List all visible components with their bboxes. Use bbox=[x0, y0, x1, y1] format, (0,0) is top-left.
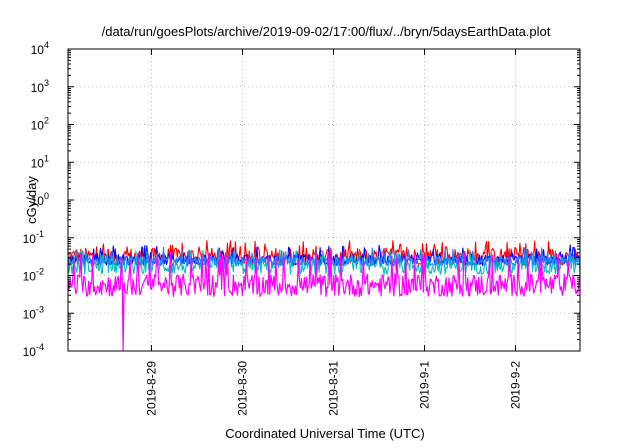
x-axis: 2019-8-29 2019-8-30 2019-8-31 2019-9-1 2019-… bbox=[144, 49, 523, 416]
series-layer bbox=[67, 240, 581, 352]
series-line bbox=[67, 251, 581, 352]
y-tick-label: 10-3 bbox=[23, 304, 44, 321]
y-tick-label: 102 bbox=[31, 116, 49, 133]
x-tick-label: 2019-9-1 bbox=[418, 361, 432, 409]
x-tick-label: 2019-9-2 bbox=[509, 361, 523, 409]
grid-lines bbox=[68, 49, 580, 351]
x-tick-label: 2019-8-29 bbox=[144, 361, 158, 416]
chart-title: /data/run/goesPlots/archive/2019-09-02/1… bbox=[102, 24, 551, 39]
y-tick-label: 10-1 bbox=[23, 229, 44, 246]
x-axis-label: Coordinated Universal Time (UTC) bbox=[225, 426, 424, 441]
y-tick-label: 101 bbox=[31, 153, 49, 170]
y-tick-label: 104 bbox=[31, 40, 49, 57]
y-axis-label: cGy/day bbox=[24, 176, 39, 224]
x-tick-label: 2019-8-31 bbox=[326, 361, 340, 416]
series-line bbox=[67, 246, 581, 267]
y-tick-label: 10-4 bbox=[23, 342, 44, 359]
y-tick-label: 10-2 bbox=[23, 267, 44, 284]
y-tick-label: 103 bbox=[31, 78, 49, 95]
x-tick-label: 2019-8-30 bbox=[235, 361, 249, 416]
